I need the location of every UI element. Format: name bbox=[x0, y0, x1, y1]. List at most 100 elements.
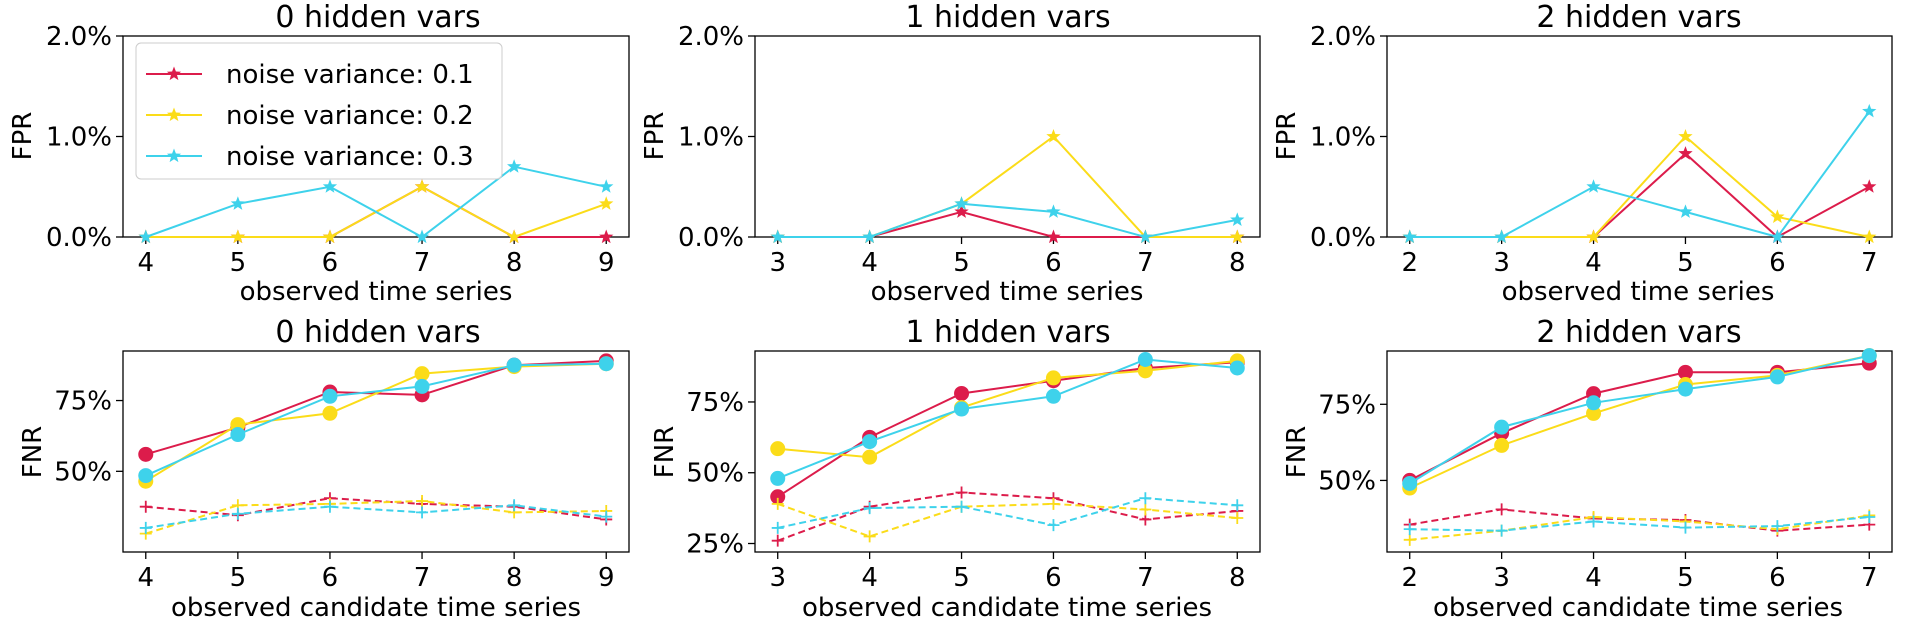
data-point-plus bbox=[771, 534, 784, 547]
data-point-plus bbox=[139, 521, 152, 534]
chart-panel-fnr-2-hidden: 2 hidden vars FNR observed candidate tim… bbox=[1282, 315, 1893, 619]
panel-title: 1 hidden vars bbox=[905, 315, 1110, 350]
x-tick-label: 3 bbox=[1493, 248, 1510, 278]
data-point-star bbox=[1230, 212, 1245, 226]
x-tick-label: 8 bbox=[1229, 563, 1246, 593]
series-line bbox=[1409, 354, 1870, 485]
legend-star-marker bbox=[166, 107, 182, 122]
data-point-circle bbox=[322, 405, 338, 421]
data-point-circle bbox=[770, 489, 786, 505]
data-point-circle bbox=[1045, 388, 1061, 404]
series-line bbox=[777, 361, 1238, 498]
x-tick-label: 7 bbox=[1861, 248, 1878, 278]
data-point-circle bbox=[598, 356, 614, 372]
chart-panel-fpr-2-hidden: 2 hidden vars FPR observed time series 2… bbox=[1272, 0, 1893, 307]
data-point-plus bbox=[1139, 492, 1152, 505]
x-tick-label: 4 bbox=[861, 248, 878, 278]
series-line bbox=[1409, 362, 1870, 482]
x-tick-label: 6 bbox=[322, 563, 339, 593]
series-4 bbox=[139, 495, 613, 540]
panel-title: 0 hidden vars bbox=[275, 315, 480, 350]
y-axis-label: FNR bbox=[18, 426, 48, 478]
data-point-plus bbox=[323, 500, 336, 513]
data-point-star bbox=[1678, 129, 1693, 143]
series-1 bbox=[770, 353, 1245, 465]
series-0 bbox=[1402, 355, 1877, 488]
data-point-circle bbox=[414, 378, 430, 394]
x-tick-label: 4 bbox=[1585, 248, 1602, 278]
legend-label: noise variance: 0.3 bbox=[226, 142, 474, 172]
chart-panel-fpr-0-hidden: 0 hidden vars FPR observed time series 4… bbox=[8, 0, 630, 307]
y-tick-label: 1.0% bbox=[678, 123, 744, 153]
x-tick-label: 6 bbox=[322, 248, 339, 278]
data-point-star bbox=[414, 229, 430, 244]
data-point-plus bbox=[1587, 515, 1600, 528]
data-point-circle bbox=[1137, 351, 1153, 367]
data-point-plus bbox=[1403, 523, 1416, 536]
data-point-circle bbox=[862, 434, 878, 450]
series-line bbox=[1409, 110, 1871, 239]
series-2 bbox=[1402, 103, 1877, 244]
data-point-plus bbox=[1495, 524, 1508, 537]
data-point-circle bbox=[1045, 370, 1061, 386]
data-point-circle bbox=[1677, 364, 1693, 380]
series-line bbox=[1409, 514, 1870, 541]
series-line bbox=[145, 499, 607, 535]
axes-frame bbox=[122, 350, 630, 553]
panel-title: 2 hidden vars bbox=[1536, 315, 1741, 350]
plot-area: 2 3 4 5 6 7 0.0% 1.0% 2.0% bbox=[1310, 22, 1893, 278]
y-tick-label: 0.0% bbox=[1310, 223, 1376, 253]
data-point-plus bbox=[1771, 520, 1784, 533]
plot-area: 2 3 4 5 6 7 50% 75% bbox=[1318, 348, 1893, 593]
x-tick-label: 6 bbox=[1769, 563, 1786, 593]
data-point-star bbox=[1678, 146, 1693, 160]
data-point-star bbox=[1230, 229, 1245, 244]
chart-panel-fnr-1-hidden: 1 hidden vars FNR observed candidate tim… bbox=[650, 315, 1261, 619]
y-tick-label: 1.0% bbox=[1310, 123, 1376, 153]
data-point-circle bbox=[1494, 437, 1510, 453]
data-point-plus bbox=[139, 500, 152, 513]
y-tick-label: 2.0% bbox=[46, 22, 112, 52]
x-tick-label: 6 bbox=[1045, 563, 1062, 593]
data-point-plus bbox=[863, 530, 876, 543]
x-tick-label: 8 bbox=[506, 563, 523, 593]
series-line bbox=[145, 362, 607, 483]
data-point-circle bbox=[1586, 405, 1602, 421]
data-point-plus bbox=[1679, 521, 1692, 534]
x-tick-label: 8 bbox=[1229, 248, 1246, 278]
data-point-circle bbox=[138, 446, 154, 462]
data-point-star bbox=[1046, 229, 1061, 244]
data-point-star bbox=[322, 179, 338, 193]
data-point-circle bbox=[1402, 475, 1418, 491]
data-point-circle bbox=[138, 468, 154, 484]
data-point-plus bbox=[1139, 503, 1152, 516]
series-4 bbox=[1403, 509, 1876, 546]
panel-title: 2 hidden vars bbox=[1536, 0, 1741, 35]
data-point-star bbox=[138, 229, 153, 244]
y-tick-label: 50% bbox=[1318, 466, 1376, 496]
x-tick-label: 6 bbox=[1769, 248, 1786, 278]
x-tick-label: 4 bbox=[137, 248, 154, 278]
series-0 bbox=[770, 354, 1245, 505]
series-line bbox=[145, 504, 607, 529]
x-tick-label: 5 bbox=[1677, 248, 1694, 278]
plot-area: 3 4 5 6 7 8 25% 50% 75% bbox=[686, 350, 1261, 593]
y-axis-label: FPR bbox=[8, 112, 38, 161]
chart-panel-fpr-1-hidden: 1 hidden vars FPR observed time series 3… bbox=[640, 0, 1261, 307]
series-line bbox=[145, 165, 607, 239]
x-tick-label: 4 bbox=[137, 563, 154, 593]
data-point-circle bbox=[954, 401, 970, 417]
series-line bbox=[777, 359, 1238, 459]
x-tick-label: 5 bbox=[953, 563, 970, 593]
y-axis-label: FPR bbox=[640, 112, 670, 161]
series-1 bbox=[770, 129, 1245, 244]
y-tick-label: 25% bbox=[686, 530, 744, 560]
x-tick-label: 3 bbox=[769, 563, 786, 593]
data-point-circle bbox=[1677, 381, 1693, 397]
series-line bbox=[777, 358, 1238, 480]
data-point-star bbox=[1862, 229, 1877, 244]
data-point-plus bbox=[231, 507, 244, 520]
x-axis-label: observed candidate time series bbox=[171, 593, 581, 619]
series-2 bbox=[770, 351, 1245, 486]
data-point-plus bbox=[508, 499, 521, 512]
